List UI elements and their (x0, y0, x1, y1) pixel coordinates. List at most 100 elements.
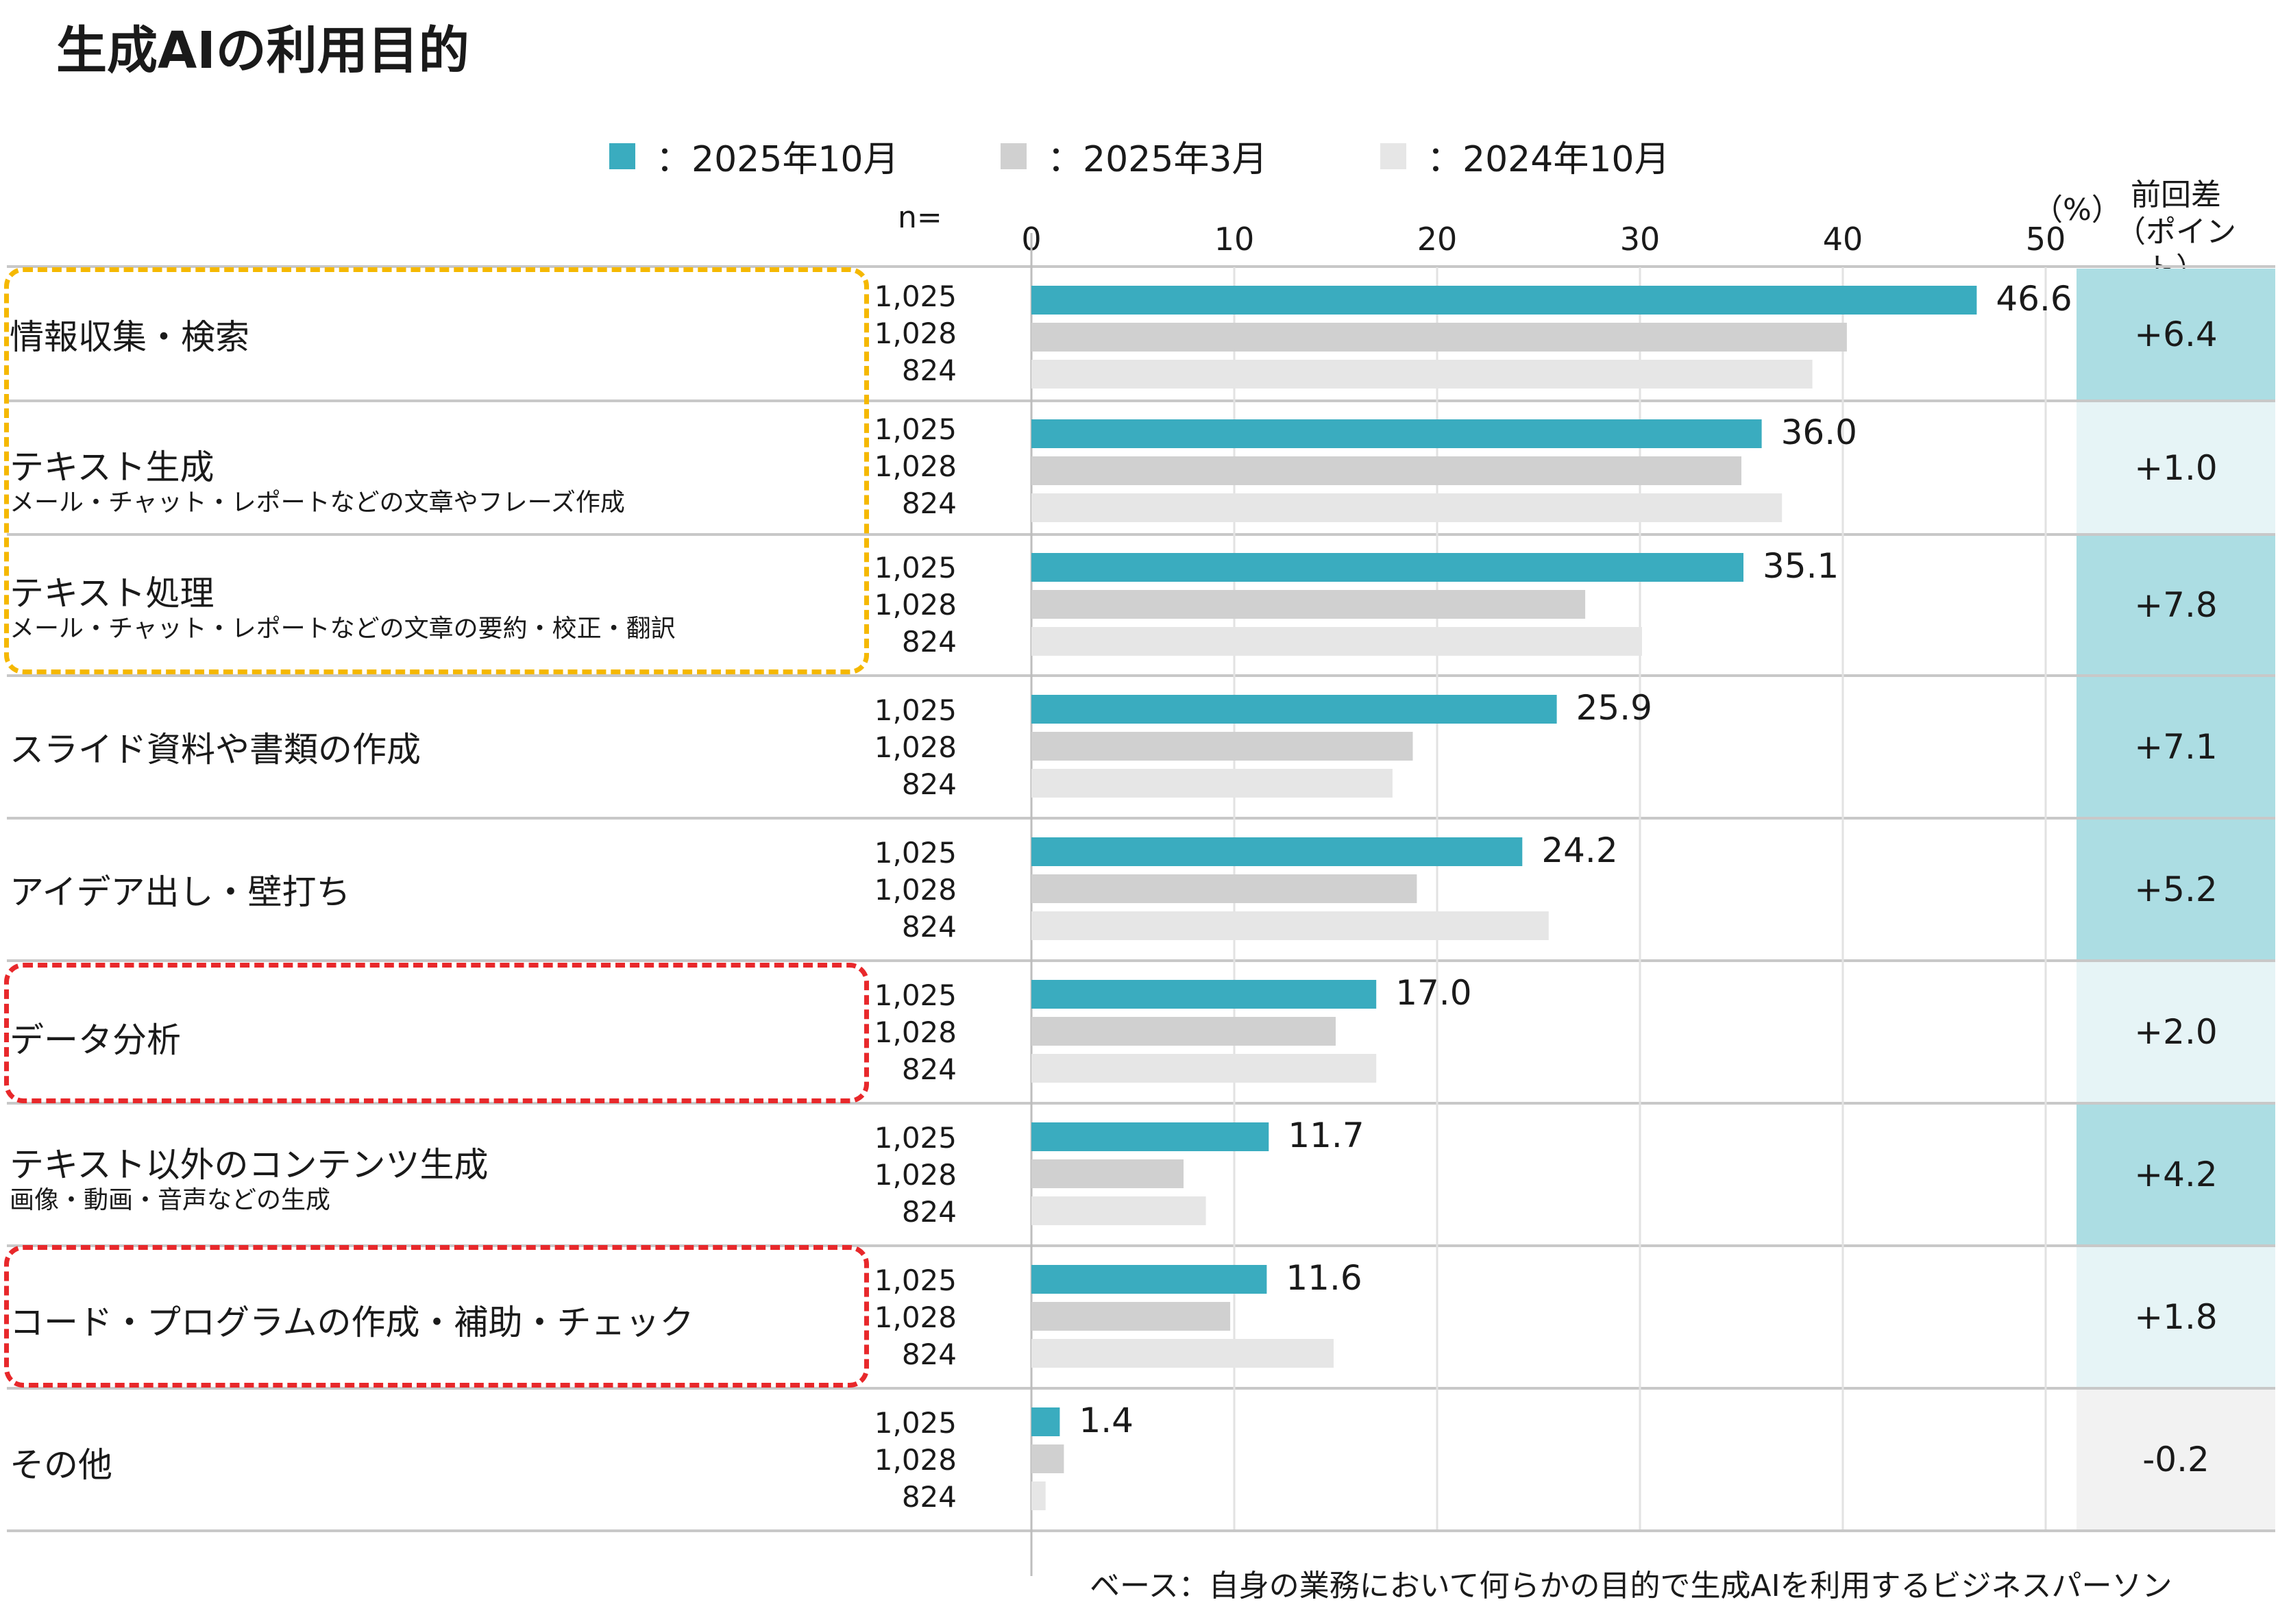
category-label: テキスト処理 (10, 574, 215, 613)
row-divider (7, 1102, 2275, 1105)
n-value: 1,028 (874, 1443, 957, 1477)
category-label: その他 (10, 1445, 112, 1485)
n-value: 1,028 (874, 1158, 957, 1192)
bar-2024-10 (1031, 911, 1549, 940)
diff-cell: +2.0 (2077, 961, 2275, 1102)
n-value: 1,028 (874, 588, 957, 622)
x-tick-label: 30 (1619, 221, 1661, 258)
diff-cell: +6.4 (2077, 269, 2275, 400)
category-label: 情報収集・検索 (10, 317, 249, 357)
n-value: 824 (901, 1053, 957, 1086)
n-value: 824 (901, 625, 957, 659)
n-header: n= (898, 200, 942, 235)
bar-2025-03 (1031, 1017, 1336, 1046)
n-value: 1,025 (874, 836, 957, 870)
n-value: 1,028 (874, 873, 957, 907)
n-value: 1,025 (874, 413, 957, 446)
data-label: 17.0 (1395, 973, 1471, 1013)
bar-2025-10 (1031, 286, 1977, 315)
category-label: アイデア出し・壁打ち (10, 872, 351, 912)
bar-2025-03 (1031, 590, 1586, 619)
bar-2025-03 (1031, 1444, 1064, 1473)
bar-2024-10 (1031, 493, 1783, 522)
row-divider (7, 1529, 2275, 1532)
diff-cell: +5.2 (2077, 819, 2275, 959)
legend-item-2024-10: ：2024年10月 (1380, 130, 1670, 182)
n-value: 1,025 (874, 1264, 957, 1297)
legend-swatch-2024-10 (1380, 143, 1406, 169)
data-label: 11.7 (1288, 1116, 1364, 1155)
diff-cell: +1.8 (2077, 1246, 2275, 1387)
data-label: 24.2 (1541, 831, 1617, 870)
bar-2025-03 (1031, 1302, 1231, 1331)
n-value: 1,025 (874, 280, 957, 313)
footnote: ベース：自身の業務において何らかの目的で生成AIを利用するビジネスパーソン (1090, 1568, 2172, 1603)
category-sublabel: メール・チャット・レポートなどの文章やフレーズ作成 (10, 489, 625, 517)
diff-header: 前回差 （ポイント） (2097, 177, 2255, 288)
diff-cell: +7.1 (2077, 676, 2275, 817)
n-value: 824 (901, 1195, 957, 1229)
diff-value: +5.2 (2134, 869, 2218, 909)
diff-cell: +7.8 (2077, 536, 2275, 674)
legend-label-2025-10: ：2025年10月 (656, 139, 899, 180)
bar-2025-03 (1031, 323, 1847, 352)
diff-value: +2.0 (2134, 1011, 2218, 1052)
legend-swatch-2025-03 (1001, 143, 1027, 169)
legend-label-2024-10: ：2024年10月 (1427, 139, 1670, 180)
bar-2025-10 (1031, 695, 1557, 724)
highlight-box-data-analysis (4, 963, 869, 1103)
x-tick-label: 10 (1214, 221, 1255, 258)
bar-2025-10 (1031, 1407, 1060, 1436)
diff-cell: -0.2 (2077, 1389, 2275, 1529)
bar-2025-10 (1031, 553, 1743, 582)
bar-2024-10 (1031, 1339, 1334, 1368)
n-value: 1,028 (874, 730, 957, 764)
bar-2025-03 (1031, 1159, 1184, 1188)
bar-2025-10 (1031, 980, 1377, 1009)
category-sublabel: メール・チャット・レポートなどの文章の要約・校正・翻訳 (10, 615, 676, 643)
n-value: 1,025 (874, 551, 957, 585)
bar-2025-10 (1031, 419, 1762, 448)
row-divider (7, 399, 2275, 402)
row-divider (7, 674, 2275, 677)
legend-item-2025-10: ：2025年10月 (609, 130, 899, 182)
row-divider (7, 533, 2275, 536)
x-tick-label: 40 (1822, 221, 1863, 258)
highlight-box-text-tasks (4, 267, 869, 674)
data-label: 25.9 (1576, 688, 1652, 728)
unit-label: （%） (2033, 193, 2122, 227)
diff-value: +1.0 (2134, 448, 2218, 488)
x-tick-label: 20 (1417, 221, 1458, 258)
row-divider (7, 817, 2275, 820)
row-divider (7, 265, 2275, 268)
data-label: 11.6 (1286, 1258, 1362, 1298)
diff-header-line1: 前回差 (2131, 177, 2221, 212)
legend-label-2025-03: ：2025年3月 (1047, 139, 1268, 180)
n-value: 1,025 (874, 693, 957, 727)
legend-item-2025-03: ：2025年3月 (1001, 130, 1267, 182)
n-value: 1,028 (874, 1016, 957, 1049)
bar-2024-10 (1031, 769, 1393, 798)
diff-cell: +1.0 (2077, 402, 2275, 534)
highlight-box-code (4, 1245, 869, 1388)
data-label: 46.6 (1996, 279, 2072, 319)
n-value: 1,028 (874, 1301, 957, 1334)
bar-2024-10 (1031, 1196, 1206, 1225)
n-value: 1,028 (874, 450, 957, 483)
data-label: 1.4 (1079, 1401, 1134, 1440)
legend-swatch-2025-10 (609, 143, 635, 169)
bar-2025-10 (1031, 1265, 1267, 1294)
n-value: 824 (901, 1480, 957, 1514)
diff-value: +4.2 (2134, 1154, 2218, 1194)
n-value: 824 (901, 910, 957, 944)
n-value: 1,028 (874, 317, 957, 350)
n-value: 1,025 (874, 1406, 957, 1440)
bar-2025-10 (1031, 1122, 1269, 1151)
bar-2024-10 (1031, 1481, 1046, 1510)
n-value: 824 (901, 354, 957, 387)
bar-2024-10 (1031, 627, 1642, 656)
page-title: 生成AIの利用目的 (56, 21, 469, 80)
row-divider (7, 959, 2275, 962)
